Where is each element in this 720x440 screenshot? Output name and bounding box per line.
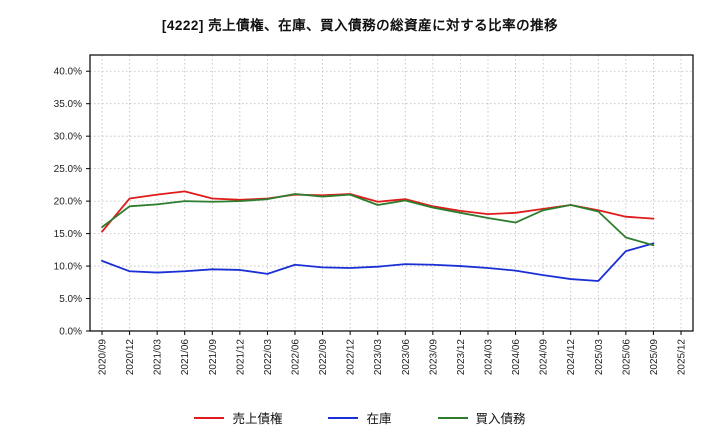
x-tick-label: 2023/06 bbox=[401, 339, 412, 376]
legend-swatch bbox=[328, 416, 359, 419]
chart-title: [4222] 売上債権、在庫、買入債務の総資産に対する比率の推移 bbox=[161, 18, 559, 33]
chart-legend: 売上債権 在庫 買入債務 bbox=[0, 408, 720, 427]
x-tick-label: 2025/06 bbox=[621, 339, 632, 376]
x-tick-label: 2021/03 bbox=[153, 339, 164, 376]
y-tick-label: 35.0% bbox=[54, 99, 82, 110]
x-tick-label: 2021/12 bbox=[235, 339, 246, 376]
x-tick-label: 2023/03 bbox=[373, 339, 384, 376]
x-tick-label: 2022/03 bbox=[263, 339, 274, 376]
x-tick-label: 2024/03 bbox=[484, 339, 495, 376]
legend-item-accounts-receivable: 売上債権 bbox=[194, 408, 282, 427]
legend-item-accounts-payable: 買入債務 bbox=[437, 408, 526, 427]
y-tick-label: 15.0% bbox=[54, 229, 82, 240]
legend-label: 在庫 bbox=[366, 412, 392, 426]
x-tick-label: 2025/12 bbox=[677, 339, 688, 376]
x-tick-label: 2024/12 bbox=[566, 339, 577, 376]
x-tick-label: 2021/09 bbox=[208, 339, 219, 376]
legend-swatch bbox=[194, 416, 225, 419]
x-tick-label: 2022/09 bbox=[318, 339, 329, 376]
line-accounts-payable bbox=[101, 193, 655, 247]
x-tick-label: 2025/09 bbox=[649, 339, 660, 376]
x-tick-label: 2022/12 bbox=[346, 339, 357, 376]
x-tick-label: 2020/09 bbox=[98, 339, 109, 376]
x-tick-label: 2023/09 bbox=[428, 339, 439, 376]
x-tick-label: 2025/03 bbox=[594, 339, 605, 376]
y-tick-label: 25.0% bbox=[54, 164, 82, 175]
y-tick-label: 5.0% bbox=[59, 294, 82, 305]
x-tick-label: 2021/06 bbox=[180, 339, 191, 376]
x-tick-label: 2020/12 bbox=[125, 339, 136, 376]
legend-label: 買入債務 bbox=[475, 412, 526, 426]
legend-item-inventory: 在庫 bbox=[328, 408, 392, 427]
y-tick-label: 10.0% bbox=[54, 262, 82, 273]
x-tick-label: 2024/06 bbox=[511, 339, 522, 376]
legend-swatch bbox=[437, 416, 468, 419]
x-tick-label: 2022/06 bbox=[291, 339, 302, 376]
legend-label: 売上債権 bbox=[232, 412, 283, 426]
x-tick-label: 2023/12 bbox=[456, 339, 467, 376]
line-inventory bbox=[101, 242, 655, 282]
plot-border bbox=[89, 54, 694, 332]
y-tick-label: 40.0% bbox=[54, 67, 82, 78]
y-tick-label: 30.0% bbox=[54, 132, 82, 143]
y-tick-label: 20.0% bbox=[54, 197, 82, 208]
y-tick-label: 0.0% bbox=[59, 327, 82, 338]
x-tick-label: 2024/09 bbox=[539, 339, 550, 376]
